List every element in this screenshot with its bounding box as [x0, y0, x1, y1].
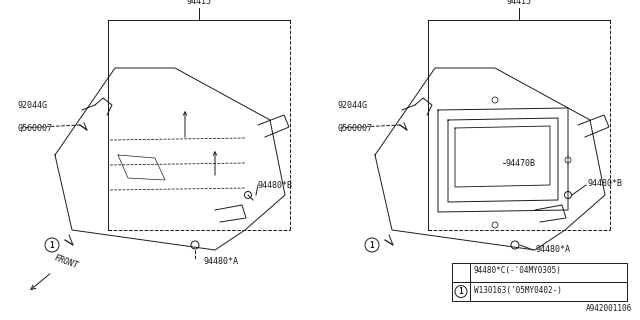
Text: 92044G: 92044G — [338, 100, 368, 109]
Bar — [452, 263, 627, 301]
Circle shape — [492, 222, 498, 228]
Circle shape — [492, 97, 498, 103]
Text: A942001106: A942001106 — [586, 304, 632, 313]
Text: 94480*A: 94480*A — [535, 245, 570, 254]
Text: 94480*C(-'04MY0305): 94480*C(-'04MY0305) — [474, 267, 562, 276]
Text: Q560007: Q560007 — [18, 124, 53, 132]
Text: 94470B: 94470B — [505, 158, 535, 167]
Text: 94480*B: 94480*B — [258, 180, 293, 189]
Circle shape — [244, 191, 252, 198]
Circle shape — [511, 241, 519, 249]
Circle shape — [191, 241, 199, 249]
Circle shape — [565, 192, 571, 198]
Text: 92044G: 92044G — [18, 100, 48, 109]
Text: 94415: 94415 — [506, 0, 531, 6]
Text: 1: 1 — [50, 241, 54, 250]
Text: W130163('05MY0402-): W130163('05MY0402-) — [474, 285, 562, 294]
Circle shape — [565, 157, 571, 163]
Text: 94480*A: 94480*A — [203, 258, 238, 267]
Text: 94480*B: 94480*B — [588, 179, 623, 188]
Circle shape — [564, 191, 572, 198]
Text: Q560007: Q560007 — [338, 124, 373, 132]
Text: 94415: 94415 — [186, 0, 211, 6]
Text: 1: 1 — [459, 287, 463, 296]
Text: FRONT: FRONT — [53, 253, 79, 270]
Text: 1: 1 — [370, 241, 374, 250]
